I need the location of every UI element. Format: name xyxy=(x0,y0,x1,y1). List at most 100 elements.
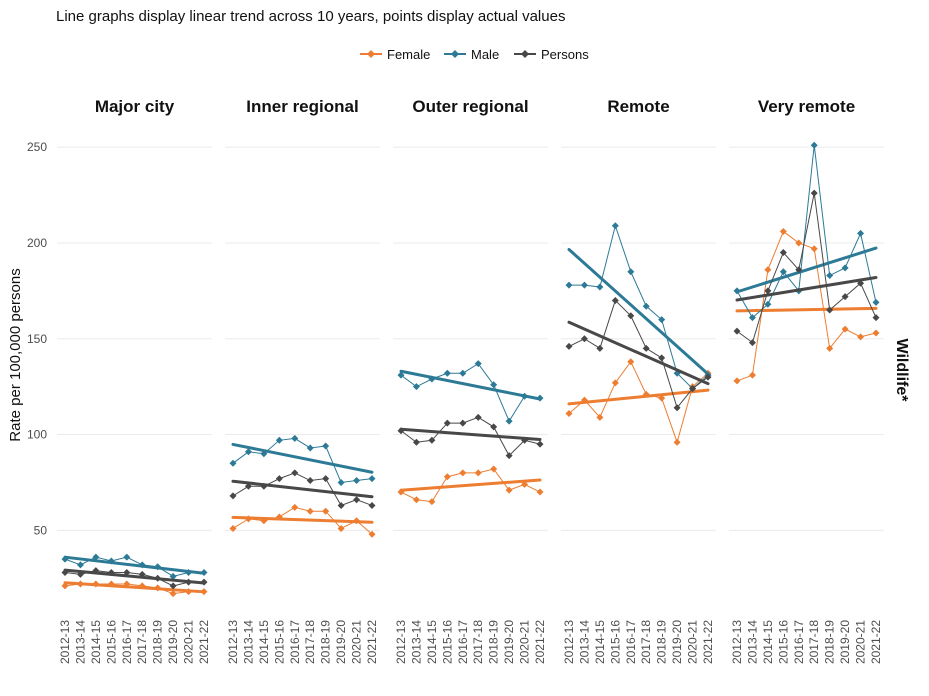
x-tick-label: 2018-19 xyxy=(655,620,669,664)
legend: Female Male Persons xyxy=(360,47,589,62)
data-point xyxy=(490,423,498,431)
x-tick-label: 2017-18 xyxy=(807,620,821,664)
data-point xyxy=(779,268,787,276)
legend-marker xyxy=(521,50,529,58)
data-point xyxy=(536,488,544,496)
series-line xyxy=(736,145,877,319)
data-point xyxy=(596,283,604,291)
data-point xyxy=(733,377,741,385)
trend-line xyxy=(63,555,206,575)
x-tick-label: 2017-18 xyxy=(639,620,653,664)
data-point xyxy=(596,344,604,352)
x-tick-label: 2014-15 xyxy=(593,620,607,664)
data-point xyxy=(76,580,84,588)
data-point xyxy=(536,394,544,402)
x-tick-label: 2018-19 xyxy=(487,620,501,664)
x-tick-label: 2020-21 xyxy=(686,620,700,664)
trend-line xyxy=(231,515,374,524)
x-tick-label: 2020-21 xyxy=(350,620,364,664)
data-point xyxy=(795,266,803,274)
data-point xyxy=(397,371,405,379)
x-tick-label: 2018-19 xyxy=(823,620,837,664)
series-line xyxy=(736,230,877,382)
data-point xyxy=(810,141,818,149)
data-point xyxy=(138,561,146,569)
x-tick-label: 2012-13 xyxy=(226,620,240,664)
trend-line xyxy=(735,276,878,302)
trend-line xyxy=(567,320,710,386)
data-point xyxy=(505,486,513,494)
data-point xyxy=(627,268,635,276)
facet-title: Major city xyxy=(95,97,175,116)
data-point xyxy=(474,469,482,477)
data-point xyxy=(306,507,314,515)
data-point xyxy=(611,296,619,304)
x-tick-label: 2016-17 xyxy=(792,620,806,664)
facet-inner-regional: Inner regional 2012-13 2013-14 2014-15 2015-… xyxy=(225,97,380,664)
series-male xyxy=(61,553,208,580)
series-persons xyxy=(229,469,376,509)
y-axis-title: Rate per 100,000 persons xyxy=(7,268,24,441)
series-female xyxy=(61,580,208,598)
data-point xyxy=(397,427,405,435)
series-line xyxy=(64,583,204,595)
data-point xyxy=(275,475,283,483)
data-point xyxy=(229,459,237,467)
series-line xyxy=(736,193,877,344)
x-tick-label: 2020-21 xyxy=(854,620,868,664)
data-point xyxy=(291,434,299,442)
data-point xyxy=(779,227,787,235)
series-persons xyxy=(565,296,712,412)
data-point xyxy=(368,475,376,483)
y-tick-label: 50 xyxy=(34,523,48,537)
x-tick-label: 2016-17 xyxy=(624,620,638,664)
series-line xyxy=(400,416,541,457)
series-male xyxy=(397,360,544,425)
data-point xyxy=(764,266,772,274)
data-point xyxy=(521,480,529,488)
series-female xyxy=(397,465,544,506)
x-tick-label: 2017-18 xyxy=(135,620,149,664)
data-point xyxy=(200,578,208,586)
x-tick-label: 2020-21 xyxy=(518,620,532,664)
data-point xyxy=(658,354,666,362)
y-tick-label: 150 xyxy=(27,332,47,346)
x-tick-label: 2013-14 xyxy=(241,620,255,664)
data-point xyxy=(138,570,146,578)
data-point xyxy=(275,436,283,444)
y-tick-label: 200 xyxy=(27,236,47,250)
facet-title: Outer regional xyxy=(412,97,528,116)
x-tick-label: 2015-16 xyxy=(104,620,118,664)
data-point xyxy=(764,287,772,295)
data-point xyxy=(872,314,880,322)
facet-title: Very remote xyxy=(758,97,855,116)
data-point xyxy=(322,507,330,515)
data-point xyxy=(872,298,880,306)
y-tick-label: 100 xyxy=(27,428,47,442)
data-point xyxy=(857,333,865,341)
facet-title: Inner regional xyxy=(246,97,358,116)
x-tick-label: 2019-20 xyxy=(166,620,180,664)
x-tick-label: 2015-16 xyxy=(440,620,454,664)
data-point xyxy=(169,572,177,580)
data-point xyxy=(704,373,712,381)
x-tick-label: 2013-14 xyxy=(73,620,87,664)
legend-item-male: Male xyxy=(444,47,499,62)
legend-item-female: Female xyxy=(360,47,430,62)
data-point xyxy=(306,444,314,452)
x-tick-label: 2021-22 xyxy=(533,620,547,664)
data-point xyxy=(428,498,436,506)
x-tick-label: 2015-16 xyxy=(776,620,790,664)
data-point xyxy=(123,580,131,588)
data-point xyxy=(291,503,299,511)
series-line xyxy=(232,506,373,535)
trend-line xyxy=(399,478,542,492)
data-point xyxy=(337,478,345,486)
x-tick-label: 2018-19 xyxy=(151,620,165,664)
data-point xyxy=(154,563,162,571)
y-tick-label: 250 xyxy=(27,140,47,154)
data-point xyxy=(505,417,513,425)
data-point xyxy=(169,582,177,590)
x-tick-label: 2014-15 xyxy=(89,620,103,664)
data-point xyxy=(857,279,865,287)
